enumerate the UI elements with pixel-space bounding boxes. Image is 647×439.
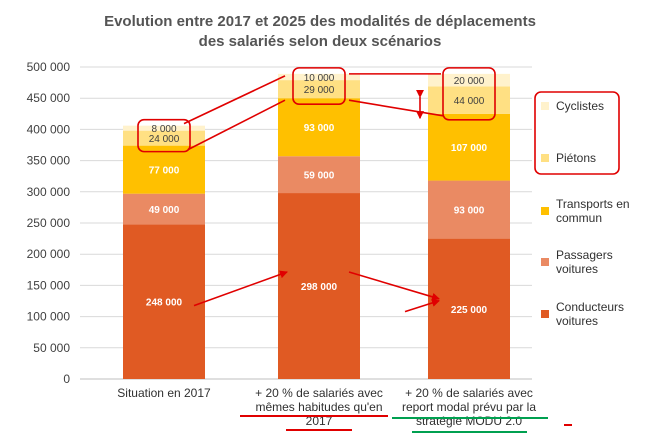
legend-entry-line: voitures xyxy=(556,314,598,328)
data-label: 93 000 xyxy=(454,206,485,217)
data-label: 44 000 xyxy=(454,96,485,107)
bar-segment xyxy=(428,238,510,379)
y-tick-label: 200 000 xyxy=(27,247,71,261)
connector-line xyxy=(183,75,286,125)
bar-segment xyxy=(278,98,360,157)
legend-swatch xyxy=(541,102,549,110)
legend-swatch xyxy=(541,258,549,266)
conductor-arrow xyxy=(193,270,288,307)
bar-segment xyxy=(278,80,360,99)
category-label-line: 2017 xyxy=(306,414,333,428)
legend-entry-line: Cyclistes xyxy=(556,99,604,113)
highlight-box xyxy=(442,67,496,121)
category-label-line: stratégie MODU 2.0 xyxy=(416,414,522,428)
highlight-box xyxy=(292,67,346,105)
connector-line xyxy=(187,99,286,151)
data-label: 107 000 xyxy=(451,143,488,154)
bar-segment xyxy=(123,125,205,131)
bar-segment xyxy=(278,193,360,379)
legend-highlight-box xyxy=(534,91,620,175)
y-tick-label: 50 000 xyxy=(33,341,70,355)
bar-segment xyxy=(123,193,205,225)
y-tick-label: 400 000 xyxy=(27,122,71,136)
legend-entry-line: voitures xyxy=(556,262,598,276)
data-label: 59 000 xyxy=(304,171,335,182)
data-label: 225 000 xyxy=(451,305,488,316)
y-tick-label: 500 000 xyxy=(27,60,71,74)
bar-segment xyxy=(278,156,360,194)
bar-segment xyxy=(428,113,510,181)
y-tick-label: 450 000 xyxy=(27,91,71,105)
bar-segment xyxy=(123,145,205,194)
y-tick-label: 300 000 xyxy=(27,185,71,199)
bar-segment xyxy=(428,86,510,114)
data-label: 77 000 xyxy=(149,166,180,177)
y-tick-label: 150 000 xyxy=(27,278,71,292)
data-label: 298 000 xyxy=(301,282,338,293)
y-tick-label: 100 000 xyxy=(27,310,71,324)
category-label: + 20 % de salariés avec mêmes habitudes q… xyxy=(255,386,383,428)
category-label-line: Situation en 2017 xyxy=(117,386,211,400)
legend-entry-line: Passagers xyxy=(556,248,613,262)
legend-entry: Cyclistes xyxy=(556,99,604,113)
legend-swatch xyxy=(541,154,549,162)
bar-segment xyxy=(123,224,205,379)
category-label: + 20 % de salariés avec report modal prév… xyxy=(402,386,536,428)
data-label: 49 000 xyxy=(149,205,180,216)
category-label-line: + 20 % de salariés avec xyxy=(255,386,383,400)
bar-segment xyxy=(428,73,510,87)
legend-swatch xyxy=(541,310,549,318)
legend-entry: Piétons xyxy=(556,151,596,165)
bar-segment xyxy=(428,180,510,239)
legend-entry-line: Piétons xyxy=(556,151,596,165)
legend-entry: Passagers voitures xyxy=(556,248,613,276)
data-label: 248 000 xyxy=(146,298,183,309)
category-label-line: report modal prévu par la xyxy=(402,400,536,414)
highlight-box xyxy=(137,118,191,153)
bar-segment xyxy=(123,130,205,146)
category-label: Situation en 2017 xyxy=(117,386,211,400)
legend-entry-line: Conducteurs xyxy=(556,300,624,314)
legend-entry-line: commun xyxy=(556,211,602,225)
y-tick-label: 250 000 xyxy=(27,216,71,230)
legend-entry: Conducteurs voitures xyxy=(556,300,624,328)
data-label: 29 000 xyxy=(304,85,335,96)
y-tick-label: 0 xyxy=(63,372,70,386)
legend-swatch xyxy=(541,207,549,215)
data-label: 93 000 xyxy=(304,123,335,134)
data-label: 10 000 xyxy=(304,73,335,84)
chart-title-line: des salariés selon deux scénarios xyxy=(199,33,442,50)
y-tick-label: 350 000 xyxy=(27,154,71,168)
category-label-line: mêmes habitudes qu'en xyxy=(255,400,382,414)
bar-segment xyxy=(278,73,360,81)
legend-entry-line: Transports en xyxy=(556,197,630,211)
connector-line xyxy=(348,99,444,117)
conductor-arrow xyxy=(404,299,440,313)
data-label: 24 000 xyxy=(149,134,180,145)
data-label: 20 000 xyxy=(454,76,485,87)
data-label: 8 000 xyxy=(151,124,176,135)
conductor-arrow xyxy=(348,271,440,301)
category-label-line: + 20 % de salariés avec xyxy=(405,386,533,400)
chart-title-line: Evolution entre 2017 et 2025 des modalit… xyxy=(104,13,536,30)
legend-entry: Transports en commun xyxy=(556,197,630,225)
chart-title: Evolution entre 2017 et 2025 des modalit… xyxy=(104,13,536,50)
